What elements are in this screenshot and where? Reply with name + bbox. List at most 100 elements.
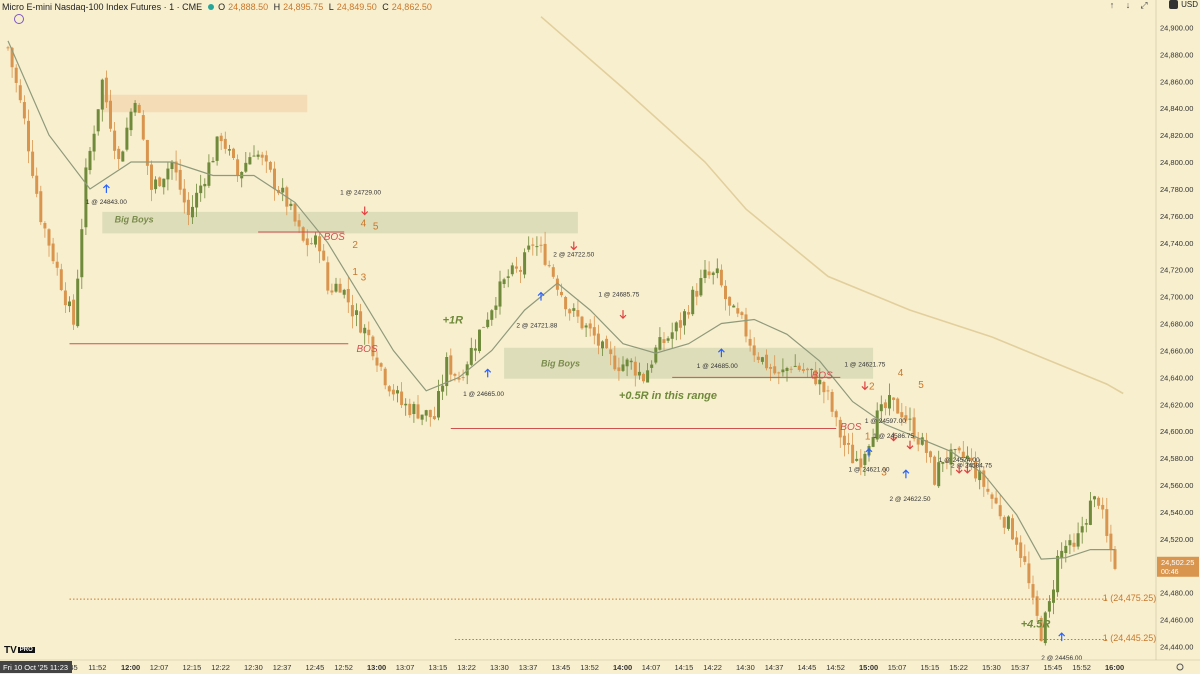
indicator-settings-icon[interactable] [14, 14, 24, 24]
candle-body [781, 369, 785, 373]
candle-body [1064, 545, 1068, 554]
candle-body [678, 320, 682, 328]
candle-body [1006, 516, 1010, 529]
candle-body [933, 456, 937, 485]
candle-body [141, 115, 145, 140]
candle-body [760, 357, 764, 362]
candle-body [297, 220, 301, 227]
arrow-down-icon[interactable]: ↓ [1125, 0, 1131, 10]
candle-body [691, 289, 695, 315]
candle-body [408, 403, 412, 416]
x-tick-label: 15:45 [1044, 663, 1063, 672]
candle-body [387, 386, 391, 392]
candle-body [367, 329, 371, 336]
candle-body [289, 203, 293, 207]
candle-body [1101, 504, 1105, 510]
x-tick-label: 16:00 [1105, 663, 1124, 672]
candle-body [469, 347, 473, 365]
x-tick-label: 13:07 [396, 663, 415, 672]
candle-body [273, 168, 276, 190]
candle-body [244, 162, 248, 172]
buy-arrowhead-icon [1058, 632, 1066, 637]
candle-body [256, 154, 260, 157]
candle-body [609, 349, 613, 355]
trade-label: 1 @ 24621.00 [849, 467, 890, 474]
sell-arrowhead-icon [361, 211, 369, 216]
buy-arrowhead-icon [902, 469, 910, 474]
candle-body [1072, 542, 1076, 547]
candle-body [719, 269, 723, 286]
y-tick-label: 24,800.00 [1160, 158, 1193, 167]
candle-body [51, 243, 55, 262]
candle-body [22, 102, 26, 119]
y-tick-label: 24,700.00 [1160, 293, 1193, 302]
candle-body [855, 458, 859, 461]
expand-icon[interactable]: ⤢ [1140, 0, 1148, 10]
candle-body [113, 130, 117, 151]
candle-body [63, 290, 67, 306]
candle-body [617, 367, 621, 372]
candle-body [59, 269, 63, 291]
zone-label: Big Boys [115, 215, 154, 225]
candle-body [404, 403, 408, 406]
candle-body [109, 100, 112, 129]
candle-body [588, 323, 592, 329]
candle-body [838, 419, 842, 438]
candle-body [1109, 533, 1113, 550]
symbol-title[interactable]: Micro E-mini Nasdaq-100 Index Futures · … [2, 2, 203, 12]
candle-body [896, 398, 900, 414]
wave-label: 2 [352, 240, 358, 251]
candle-body [859, 458, 863, 468]
candle-body [986, 488, 990, 492]
candle-body [498, 281, 502, 307]
candle-body [1027, 563, 1031, 584]
candle-body [264, 155, 268, 162]
candle-body [375, 357, 379, 366]
y-tick-label: 24,440.00 [1160, 643, 1193, 652]
candle-body [965, 455, 969, 460]
x-tick-label: 15:52 [1072, 663, 1091, 672]
candle-body [863, 453, 867, 465]
candle-body [826, 390, 830, 392]
candle-body [486, 319, 490, 328]
y-tick-label: 24,520.00 [1160, 535, 1193, 544]
candle-body [851, 444, 855, 464]
candle-body [449, 355, 453, 375]
candle-body [551, 267, 555, 277]
x-tick-label: 12:00 [121, 663, 140, 672]
lock-icon[interactable] [1169, 0, 1179, 9]
candle-body [281, 187, 285, 193]
candle-body [789, 368, 793, 370]
y-tick-label: 24,680.00 [1160, 320, 1193, 329]
candle-body [473, 348, 477, 351]
wave-label: 3 [881, 468, 887, 479]
candle-body [338, 283, 342, 293]
trade-label: 1 @ 24729.00 [340, 189, 381, 196]
x-tick-label: 14:30 [736, 663, 755, 672]
candle-body [162, 178, 166, 188]
candle-body [80, 229, 84, 278]
candle-body [55, 261, 59, 268]
candle-body [461, 377, 465, 379]
currency-selector[interactable]: USD [1169, 0, 1198, 9]
bos-label: BOS [324, 232, 345, 243]
x-tick-label: 13:45 [552, 663, 571, 672]
buy-arrowhead-icon [537, 291, 545, 297]
r-label: +1R [443, 315, 464, 327]
candle-body [129, 111, 133, 131]
candle-body [1068, 540, 1072, 546]
candle-body [154, 179, 158, 190]
sell-arrowhead-icon [906, 445, 914, 450]
candle-body [1113, 549, 1117, 569]
candle-body [1076, 533, 1080, 547]
candle-body [318, 236, 322, 252]
candle-body [765, 354, 768, 369]
y-tick-label: 24,480.00 [1160, 589, 1193, 598]
x-tick-label: 11:52 [88, 663, 106, 672]
candle-body [970, 457, 973, 461]
y-tick-label: 24,620.00 [1160, 400, 1193, 409]
x-tick-label: 14:45 [798, 663, 817, 672]
candle-body [687, 312, 691, 315]
arrow-up-icon[interactable]: ↑ [1109, 0, 1115, 10]
